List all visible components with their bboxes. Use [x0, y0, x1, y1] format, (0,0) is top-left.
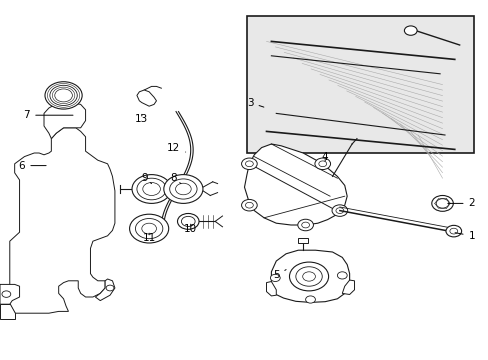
Circle shape [241, 158, 257, 170]
Circle shape [132, 175, 171, 203]
Circle shape [314, 158, 330, 170]
Circle shape [142, 183, 160, 195]
Circle shape [175, 183, 191, 195]
Circle shape [142, 223, 156, 234]
Polygon shape [44, 103, 85, 139]
Circle shape [181, 216, 195, 226]
Polygon shape [271, 250, 349, 302]
Polygon shape [266, 282, 276, 296]
Text: 2: 2 [447, 198, 474, 208]
Text: 1: 1 [454, 231, 474, 241]
Text: 7: 7 [23, 110, 73, 120]
Polygon shape [137, 90, 156, 106]
Text: 8: 8 [170, 173, 181, 184]
Polygon shape [10, 128, 115, 313]
Bar [246, 16, 473, 153]
Circle shape [318, 161, 326, 167]
Circle shape [289, 262, 328, 291]
Circle shape [337, 272, 346, 279]
Text: 4: 4 [321, 152, 328, 162]
Text: 5: 5 [272, 270, 285, 280]
Circle shape [163, 175, 203, 203]
Circle shape [435, 199, 448, 208]
Circle shape [169, 179, 197, 199]
Circle shape [50, 85, 77, 105]
Circle shape [305, 296, 315, 303]
Circle shape [445, 225, 461, 237]
Text: 9: 9 [141, 173, 151, 184]
Circle shape [241, 199, 257, 211]
Circle shape [297, 219, 313, 231]
Circle shape [177, 213, 199, 229]
Circle shape [137, 178, 166, 200]
Circle shape [295, 267, 322, 286]
Circle shape [245, 202, 253, 208]
Circle shape [404, 26, 416, 35]
Circle shape [335, 208, 343, 213]
Circle shape [55, 89, 72, 102]
Polygon shape [0, 284, 20, 304]
Text: 3: 3 [246, 98, 264, 108]
Polygon shape [342, 280, 354, 294]
Text: 13: 13 [135, 114, 148, 124]
Circle shape [449, 228, 457, 234]
Circle shape [302, 272, 315, 281]
Text: 6: 6 [19, 161, 46, 171]
Circle shape [431, 195, 452, 211]
Polygon shape [244, 144, 346, 225]
Circle shape [270, 274, 280, 282]
Circle shape [129, 214, 168, 243]
Circle shape [245, 161, 253, 167]
Circle shape [331, 205, 347, 216]
Text: 10: 10 [184, 224, 197, 234]
Polygon shape [95, 279, 115, 301]
Polygon shape [298, 238, 307, 243]
Circle shape [135, 219, 163, 239]
Text: 12: 12 [166, 143, 185, 153]
Circle shape [45, 82, 82, 109]
Polygon shape [0, 304, 15, 319]
Circle shape [301, 222, 309, 228]
Circle shape [2, 291, 11, 297]
Circle shape [106, 285, 114, 291]
Text: 11: 11 [142, 233, 156, 243]
